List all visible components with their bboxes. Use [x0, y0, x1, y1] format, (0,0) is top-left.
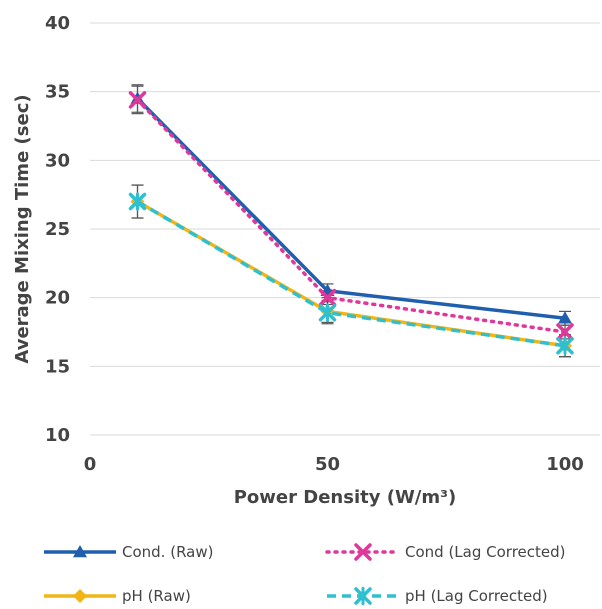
y-tick-label: 40	[45, 13, 70, 34]
x-tick-label: 50	[315, 454, 340, 475]
y-tick-label: 30	[45, 150, 70, 171]
data-point	[558, 311, 572, 324]
legend-label-cond-raw: Cond. (Raw)	[122, 543, 214, 561]
chart: 10 15 20 25 30 35 40 0 50 100 Power Density (W/m³)…	[12, 13, 600, 508]
y-tick-label: 10	[45, 425, 70, 446]
error-bars-3	[131, 184, 571, 358]
legend-label-ph-lag: pH (Lag Corrected)	[405, 587, 548, 605]
legend-marker	[73, 545, 87, 558]
y-axis-title: Average Mixing Time (sec)	[12, 94, 33, 363]
y-tick-label: 35	[45, 82, 70, 103]
legend-label-cond-lag: Cond (Lag Corrected)	[405, 543, 566, 561]
error-bars-2	[131, 184, 571, 358]
data-point	[318, 303, 337, 322]
legend-marker	[354, 543, 372, 561]
legend-swatch-cond-raw	[44, 545, 116, 558]
legend-item-ph-raw: pH (Raw)	[40, 584, 191, 608]
legend-item-ph-lag: pH (Lag Corrected)	[323, 584, 548, 608]
series-line-0	[136, 97, 566, 321]
data-point	[128, 192, 147, 211]
data-point	[556, 323, 574, 341]
data-point	[128, 91, 147, 109]
legend-swatch-cond-lag	[325, 543, 401, 561]
legend-item-cond-lag: Cond (Lag Corrected)	[323, 540, 566, 564]
y-tick-label: 15	[45, 356, 70, 377]
x-axis-title: Power Density (W/m³)	[234, 487, 457, 508]
x-tick-label: 0	[84, 454, 97, 475]
legend-item-cond-raw: Cond. (Raw)	[40, 540, 213, 564]
data-point	[318, 288, 337, 307]
series-line-3	[136, 200, 566, 348]
error-bars-0	[131, 84, 571, 326]
data-point	[556, 336, 574, 355]
legend-swatch-ph-raw	[44, 589, 116, 603]
legend-label-ph-raw: pH (Raw)	[122, 587, 191, 605]
x-tick-label: 100	[546, 454, 584, 475]
y-tick-label: 25	[45, 219, 70, 240]
legend-marker	[73, 589, 87, 603]
legend-swatch-ph-lag	[327, 586, 399, 606]
y-tick-label: 20	[45, 288, 70, 309]
legend-marker	[354, 586, 372, 606]
